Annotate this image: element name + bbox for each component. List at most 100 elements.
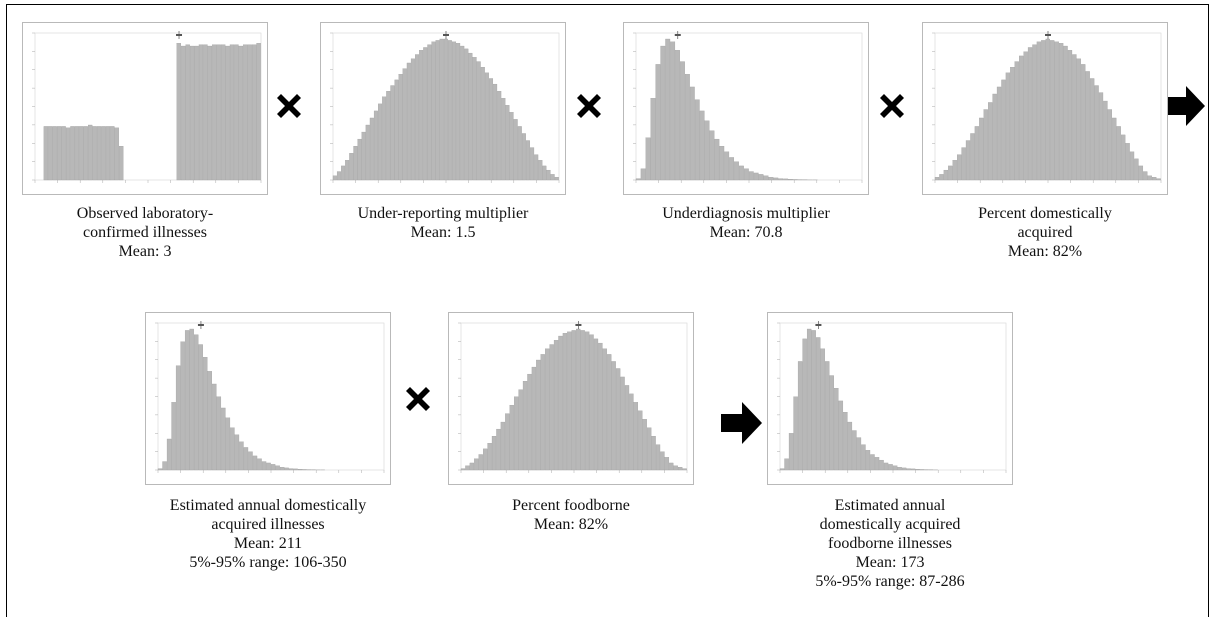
histogram-bar xyxy=(1098,92,1104,181)
histogram-bar xyxy=(207,371,212,471)
histogram-bar xyxy=(468,52,473,181)
histogram-bar xyxy=(189,328,194,471)
histogram-bar xyxy=(553,340,559,471)
histogram-bar xyxy=(983,109,988,181)
caption-percent-foodborne: Percent foodborne Mean: 82% xyxy=(448,496,694,534)
histogram-bar xyxy=(378,103,383,181)
histogram-estimated-foodborne xyxy=(767,312,1013,485)
histogram-bar xyxy=(175,365,181,471)
histogram-bar xyxy=(598,342,603,471)
histogram-bar xyxy=(252,455,258,471)
histogram-bar xyxy=(870,454,875,471)
histogram-bar xyxy=(345,160,350,181)
histogram-bar xyxy=(1112,117,1117,181)
histogram-bar xyxy=(970,133,975,181)
histogram-bar xyxy=(439,38,444,181)
histogram-bar xyxy=(239,441,244,471)
histogram-bar xyxy=(677,467,683,471)
histogram-bar xyxy=(802,338,807,471)
multiply-icon xyxy=(277,94,301,118)
caption-line: Underdiagnosis multiplier xyxy=(662,205,830,222)
histogram-bar xyxy=(816,337,821,471)
mean-marker-label xyxy=(197,324,204,326)
histogram-bar xyxy=(357,138,362,181)
histogram-bar xyxy=(638,410,643,471)
mean-marker-label xyxy=(674,34,681,36)
histogram-underdiagnosis-chart xyxy=(633,31,863,183)
histogram-bar xyxy=(861,444,866,471)
caption-line: Mean: 211 xyxy=(233,535,303,552)
histogram-bar xyxy=(650,98,656,181)
histogram-bar xyxy=(341,165,346,181)
histogram-bar xyxy=(1120,134,1126,181)
histogram-bar xyxy=(546,169,551,181)
histogram-bar xyxy=(571,330,576,471)
histogram-bar xyxy=(856,437,862,471)
caption-line: Mean: 3 xyxy=(118,243,172,260)
histogram-bar xyxy=(406,62,411,181)
histogram-bar xyxy=(734,161,739,181)
histogram-bar xyxy=(1076,58,1081,181)
histogram-bar xyxy=(992,93,997,181)
histogram-bar xyxy=(527,373,532,471)
histogram-bar xyxy=(478,454,483,471)
histogram-bar xyxy=(513,119,518,181)
histogram-bar xyxy=(670,41,676,181)
caption-line: Mean: 173 xyxy=(855,554,925,571)
histogram-under-reporting xyxy=(320,22,566,195)
histogram-bar xyxy=(1107,109,1113,181)
histogram-bar xyxy=(748,171,754,181)
histogram-bar xyxy=(216,44,221,181)
multiply-icon xyxy=(577,94,601,118)
histogram-bar xyxy=(198,44,204,181)
histogram-bar xyxy=(699,110,705,181)
histogram-bar xyxy=(580,330,585,471)
histogram-bar xyxy=(509,112,514,181)
histogram-bar xyxy=(684,74,690,181)
histogram-bar xyxy=(948,165,953,181)
histogram-bar xyxy=(669,462,674,471)
caption-line: Percent domestically xyxy=(978,205,1112,222)
histogram-bar xyxy=(297,468,303,471)
caption-line: 5%-95% range: 106-350 xyxy=(189,554,347,571)
histogram-bar xyxy=(48,126,53,181)
histogram-bar xyxy=(1050,40,1055,181)
histogram-bar xyxy=(302,469,307,471)
histogram-bar xyxy=(584,331,590,471)
histogram-bar xyxy=(279,467,285,471)
histogram-bar xyxy=(1156,178,1161,181)
histogram-bar xyxy=(1010,67,1015,181)
histogram-bar xyxy=(939,174,944,181)
histogram-bar xyxy=(43,126,49,181)
histogram-bar xyxy=(974,126,980,181)
caption-line: confirmed illnesses xyxy=(83,224,207,241)
histogram-bar xyxy=(415,54,420,181)
histogram-bar xyxy=(243,447,249,471)
histogram-bar xyxy=(965,140,971,181)
histogram-bar xyxy=(184,330,190,471)
histogram-bar xyxy=(1129,151,1135,181)
histogram-bar xyxy=(1041,40,1046,181)
histogram-bar xyxy=(166,438,172,471)
histogram-bar xyxy=(493,83,498,181)
histogram-bar xyxy=(1045,38,1050,181)
histogram-percent-foodborne xyxy=(448,312,694,485)
histogram-bar xyxy=(1032,44,1037,181)
histogram-estimated-foodborne-chart xyxy=(777,321,1007,473)
caption-line: Mean: 82% xyxy=(1007,243,1083,260)
histogram-bar xyxy=(879,459,884,471)
histogram-bar xyxy=(892,465,898,471)
histogram-bar xyxy=(784,458,789,471)
histogram-observed xyxy=(22,22,268,195)
histogram-bar xyxy=(243,44,248,181)
figure-frame xyxy=(6,4,1209,617)
histogram-bar xyxy=(530,147,535,181)
histogram-bar xyxy=(779,468,785,471)
histogram-bar xyxy=(443,38,448,181)
histogram-bar xyxy=(753,172,759,181)
caption-line: acquired illnesses xyxy=(211,516,325,533)
histogram-bar xyxy=(847,421,853,471)
mean-marker-label xyxy=(575,324,582,326)
histogram-bar xyxy=(988,102,993,181)
histogram-bar xyxy=(1094,85,1099,181)
